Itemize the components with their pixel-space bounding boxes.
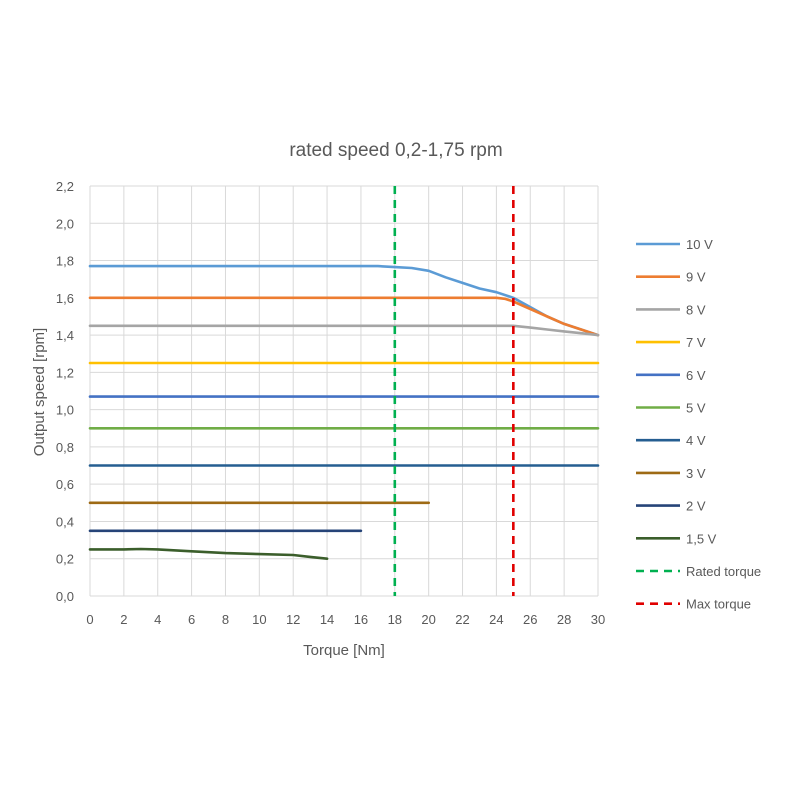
y-tick-label: 1,8	[56, 254, 74, 269]
x-tick-label: 28	[557, 612, 571, 627]
y-tick-label: 1,6	[56, 291, 74, 306]
legend-label-3-v: 3 V	[686, 466, 706, 481]
x-tick-label: 0	[86, 612, 93, 627]
series-line-1-5-v	[88, 547, 329, 561]
x-tick-label: 2	[120, 612, 127, 627]
x-tick-label: 22	[455, 612, 469, 627]
x-tick-label: 30	[591, 612, 605, 627]
x-tick-label: 14	[320, 612, 334, 627]
series-line-9-v	[88, 296, 600, 337]
chart-title: rated speed 0,2-1,75 rpm	[289, 140, 502, 161]
y-tick-label: 0,4	[56, 514, 74, 529]
legend-label-1-5-v: 1,5 V	[686, 531, 717, 546]
y-tick-label: 2,0	[56, 216, 74, 231]
x-tick-label: 12	[286, 612, 300, 627]
y-tick-label: 0,0	[56, 589, 74, 604]
x-tick-label: 26	[523, 612, 537, 627]
x-tick-label: 10	[252, 612, 266, 627]
x-tick-label: 20	[421, 612, 435, 627]
x-tick-label: 18	[388, 612, 402, 627]
y-axis-label: Output speed [rpm]	[31, 328, 48, 456]
legend-label-10-v: 10 V	[686, 237, 713, 252]
legend-label-rated-torque: Rated torque	[686, 564, 761, 579]
x-axis-ticks: 0 2 4 6 8 10 12 14 16 18 20 22 24 26 28 30	[86, 612, 605, 627]
y-tick-label: 0,6	[56, 477, 74, 492]
legend-label-max-torque: Max torque	[686, 597, 751, 612]
series-lines	[88, 264, 600, 561]
y-tick-label: 1,4	[56, 328, 74, 343]
x-axis-label: Torque [Nm]	[303, 642, 385, 659]
grid	[89, 185, 599, 597]
y-tick-label: 0,8	[56, 440, 74, 455]
x-tick-label: 4	[154, 612, 161, 627]
reference-lines	[393, 186, 515, 596]
legend: 10 V 9 V 8 V 7 V 6 V 5 V 4 V 3 V 2 V 1,5 V Rated t…	[636, 237, 761, 612]
legend-label-6-v: 6 V	[686, 368, 706, 383]
x-tick-label: 6	[188, 612, 195, 627]
y-tick-label: 0,2	[56, 552, 74, 567]
y-tick-label: 1,2	[56, 365, 74, 380]
legend-label-5-v: 5 V	[686, 401, 706, 416]
y-tick-label: 2,2	[56, 179, 74, 194]
legend-label-9-v: 9 V	[686, 270, 706, 285]
legend-label-8-v: 8 V	[686, 302, 706, 317]
x-tick-label: 16	[354, 612, 368, 627]
y-axis-ticks: 0,0 0,2 0,4 0,6 0,8 1,0 1,2 1,4 1,6 1,8 2,0 2,2	[56, 179, 74, 604]
y-tick-label: 1,0	[56, 403, 74, 418]
legend-label-4-v: 4 V	[686, 433, 706, 448]
legend-label-7-v: 7 V	[686, 335, 706, 350]
series-line-8-v	[88, 324, 600, 337]
x-tick-label: 8	[222, 612, 229, 627]
x-tick-label: 24	[489, 612, 503, 627]
legend-label-2-v: 2 V	[686, 499, 706, 514]
